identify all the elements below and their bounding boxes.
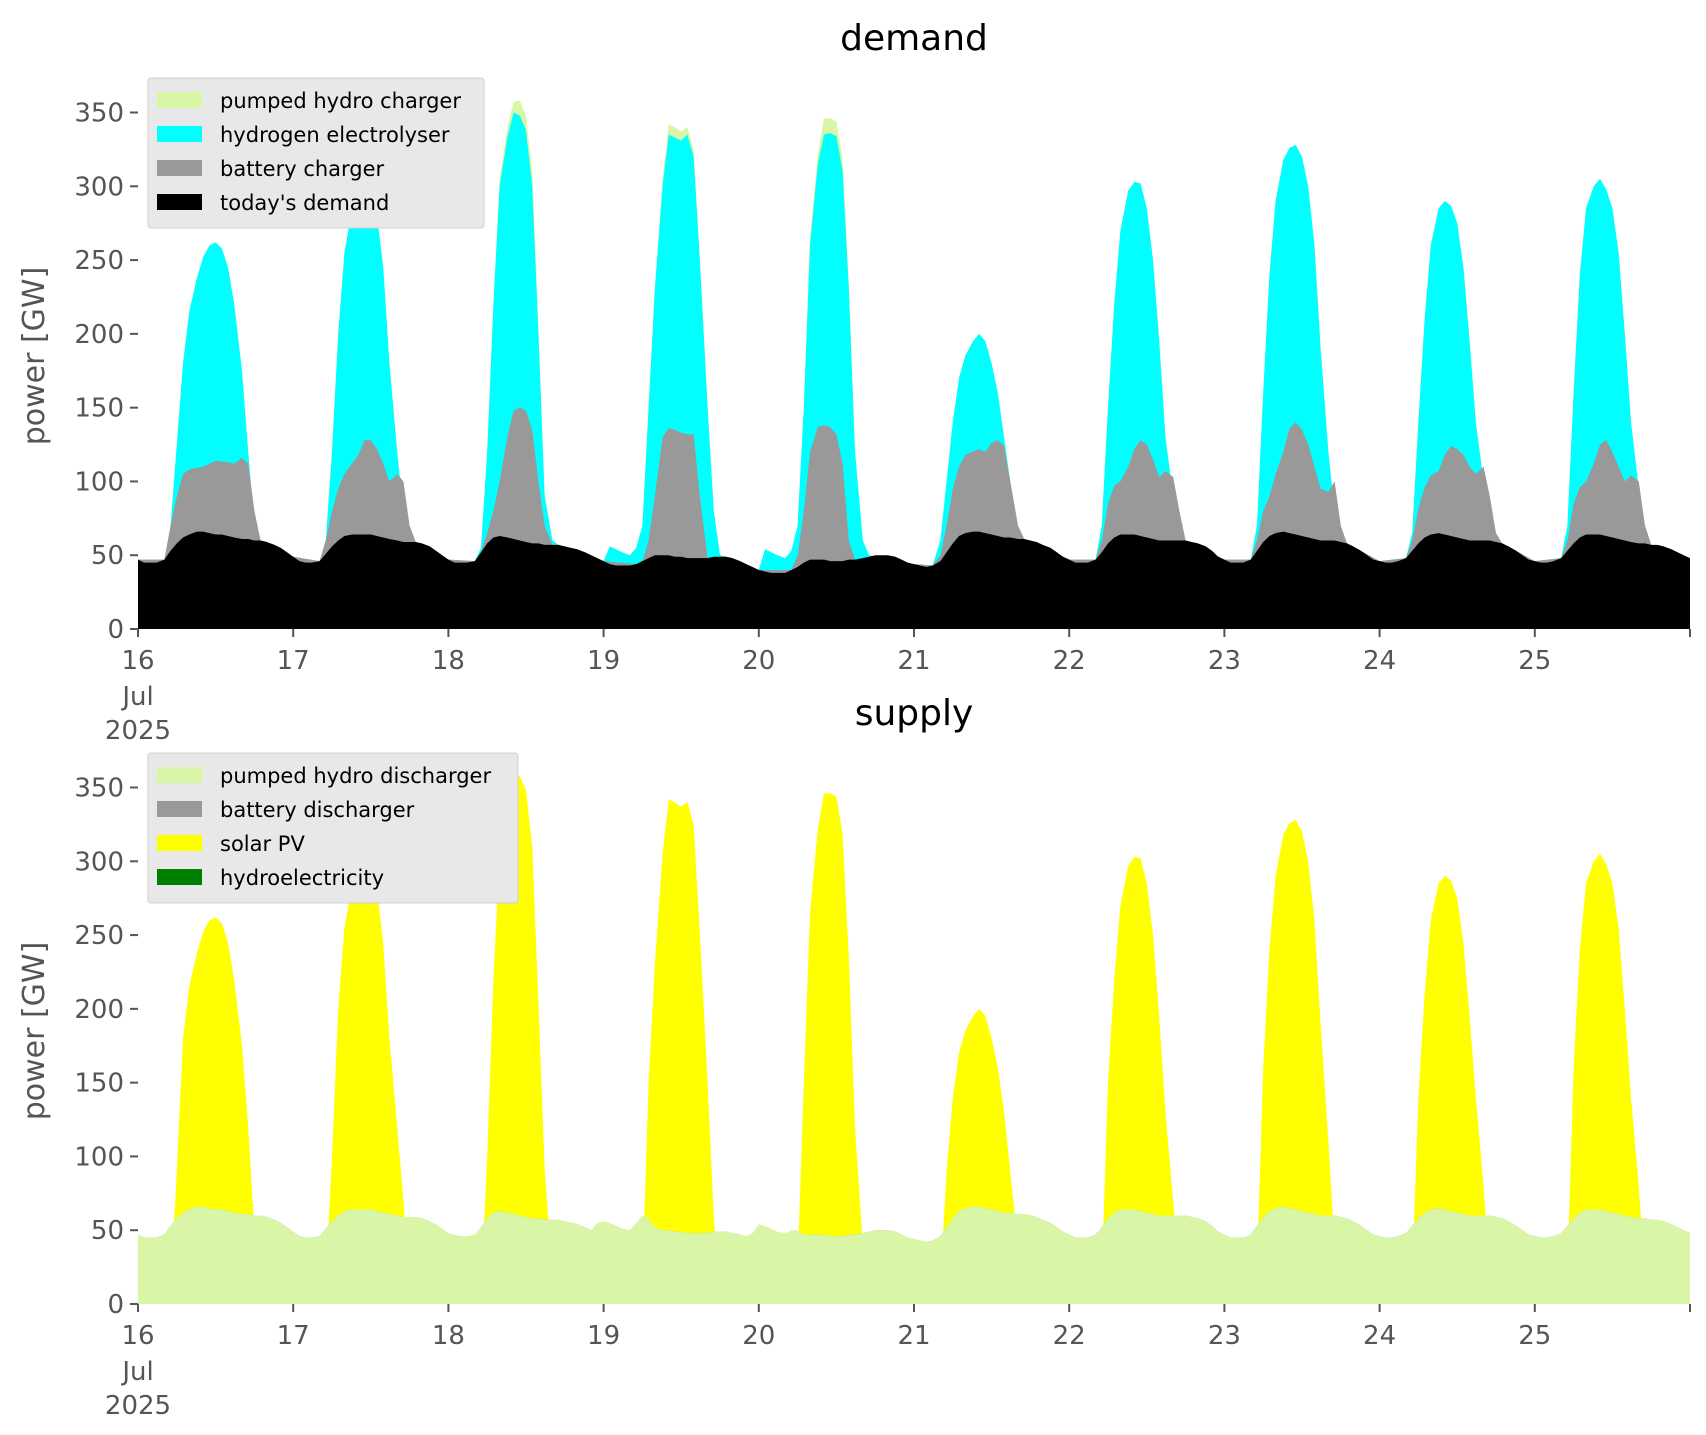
supply-ytick-0: 0 [107,1290,124,1320]
supply-legend-label-battery-discharger: battery discharger [220,798,415,822]
supply-legend-label-hydroelectricity: hydroelectricity [220,866,384,890]
supply-xtick-25: 25 [1518,1321,1551,1351]
supply-xtick-20: 20 [742,1321,775,1351]
demand-legend-label-battery-charger: battery charger [220,157,385,181]
demand-ytick-50: 50 [91,541,124,571]
supply-ylabel: power [GW] [17,942,52,1121]
supply-xtick-24: 24 [1363,1321,1396,1351]
supply-legend-swatch-solar-pv [157,835,202,851]
supply-legend-box [147,752,519,904]
demand-legend-swatch-hydrogen-electrolyser [157,126,202,142]
demand-xtick-16: 16 [121,646,154,676]
supply-ytick-200: 200 [74,995,124,1025]
demand-area-today-s-demand [138,531,1690,629]
supply-legend-swatch-hydroelectricity [157,869,202,885]
demand-legend-swatch-battery-charger [157,160,202,176]
supply-legend-swatch-battery-discharger [157,801,202,817]
demand-legend-label-today-s-demand: today's demand [220,191,389,215]
supply-xtick-18: 18 [432,1321,465,1351]
supply-title: supply [855,693,974,734]
demand-ytick-350: 350 [74,99,124,129]
supply-xtick-19: 19 [587,1321,620,1351]
demand-xtick-23: 23 [1208,646,1241,676]
demand-legend-swatch-pumped-hydro-charger [157,92,202,108]
demand-title: demand [840,18,988,59]
supply-legend-swatch-pumped-hydro-discharger [157,767,202,783]
demand-ytick-300: 300 [74,172,124,202]
supply-ytick-50: 50 [91,1216,124,1246]
demand-legend-box [147,77,485,229]
demand-legend: pumped hydro charger hydrogen electrolyse… [147,77,485,229]
supply-area-solar-pv [138,775,1690,1304]
demand-ytick-200: 200 [74,320,124,350]
supply-ytick-350: 350 [74,774,124,804]
demand-legend-label-hydrogen-electrolyser: hydrogen electrolyser [220,123,450,147]
supply-xtick-22: 22 [1053,1321,1086,1351]
demand-ytick-150: 150 [74,394,124,424]
supply-legend-label-pumped-hydro-discharger: pumped hydro discharger [220,764,491,788]
demand-xtick-19: 19 [587,646,620,676]
supply-legend-label-solar-pv: solar PV [220,832,305,856]
demand-ylabel: power [GW] [17,267,52,446]
supply-area-pumped-hydro-discharger [138,1206,1690,1304]
supply-xtick-16: 16 [121,1321,154,1351]
supply-xtick-sub-2025: 2025 [105,1391,171,1421]
demand-xtick-17: 17 [277,646,310,676]
demand-xtick-sub-jul: Jul [120,682,153,712]
demand-ytick-250: 250 [74,246,124,276]
supply-xtick-21: 21 [897,1321,930,1351]
demand-ytick-0: 0 [107,615,124,645]
demand-xtick-20: 20 [742,646,775,676]
supply-ytick-300: 300 [74,847,124,877]
demand-xtick-21: 21 [897,646,930,676]
demand-legend-swatch-today-s-demand [157,194,202,210]
supply-ytick-100: 100 [74,1142,124,1172]
demand-xtick-25: 25 [1518,646,1551,676]
demand-xtick-sub-2025: 2025 [105,716,171,746]
supply-xtick-23: 23 [1208,1321,1241,1351]
demand-xtick-22: 22 [1053,646,1086,676]
demand-xtick-24: 24 [1363,646,1396,676]
supply-ytick-250: 250 [74,921,124,951]
demand-ytick-100: 100 [74,467,124,497]
demand-legend-label-pumped-hydro-charger: pumped hydro charger [220,89,461,113]
supply-legend: pumped hydro discharger battery discharge… [147,752,519,904]
supply-xtick-17: 17 [277,1321,310,1351]
demand-panel: demand power [GW] 0 50 100 150 200 250 300 350 16 J… [17,18,1691,746]
demand-xtick-18: 18 [432,646,465,676]
supply-panel: supply power [GW] 0 50 100 150 200 250 300 350 16 J… [17,693,1691,1421]
supply-xtick-sub-jul: Jul [120,1357,153,1387]
supply-ytick-150: 150 [74,1069,124,1099]
